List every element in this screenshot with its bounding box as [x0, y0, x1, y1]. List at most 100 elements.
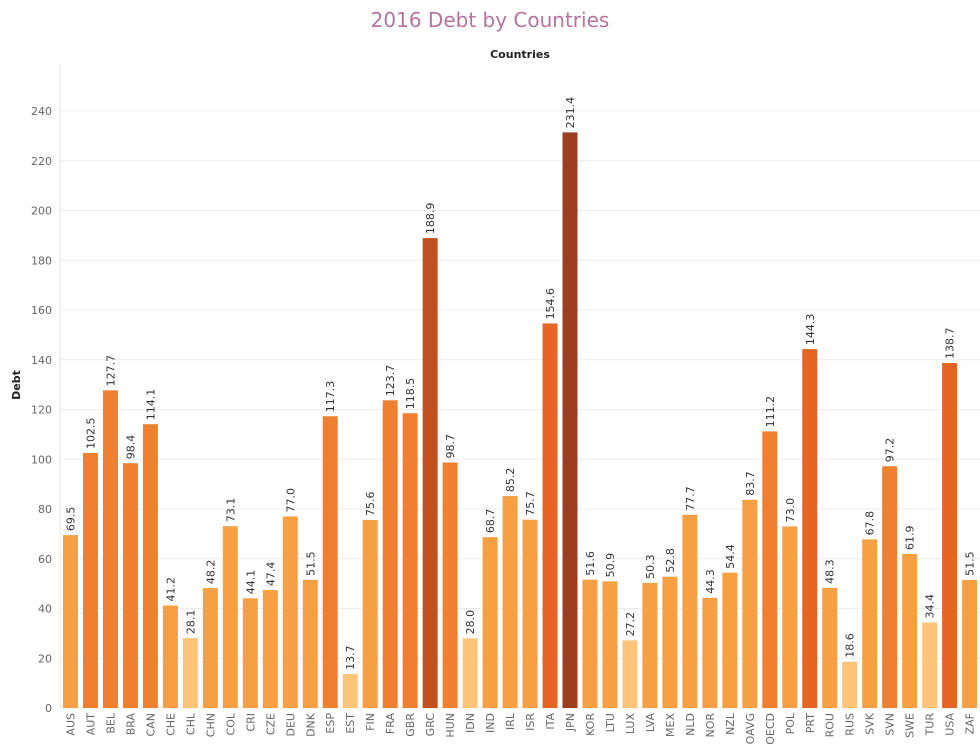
x-tick-label: LUX — [624, 713, 637, 735]
x-tick-label: AUT — [84, 713, 97, 736]
bar-usa — [942, 362, 958, 708]
bar-col — [222, 526, 238, 708]
y-axis-ticks: 0 20 40 60 80 100 120 140 160 180 200 220 240 — [31, 105, 52, 715]
data-label: 77.0 — [284, 488, 297, 513]
bar-rus — [842, 661, 858, 708]
x-tick-label: MEX — [664, 713, 677, 737]
x-tick-label: CAN — [144, 713, 157, 736]
x-tick-label: DEU — [284, 713, 297, 736]
bar-cze — [262, 590, 278, 708]
x-tick-label: ITA — [544, 713, 557, 730]
x-tick-label: RUS — [844, 713, 857, 736]
x-tick-label: ESP — [324, 713, 337, 734]
x-tick-label: IDN — [464, 713, 477, 733]
x-tick-label: FRA — [384, 713, 397, 735]
x-tick-label: USA — [944, 713, 957, 736]
data-label: 48.3 — [824, 559, 837, 584]
x-tick-label: IRL — [504, 712, 517, 730]
x-tick-label: GBR — [404, 713, 417, 737]
data-label: 77.7 — [684, 486, 697, 511]
data-label: 117.3 — [324, 381, 337, 413]
y-tick-label: 40 — [38, 603, 52, 616]
data-label: 98.7 — [444, 434, 457, 459]
data-label: 52.8 — [664, 548, 677, 573]
x-tick-label: IND — [484, 713, 497, 733]
bar-hun — [442, 462, 458, 708]
bar-che — [162, 605, 178, 708]
bar-fra — [382, 400, 398, 708]
data-label: 68.7 — [484, 509, 497, 533]
x-tick-label: JPN — [564, 713, 577, 732]
bar-idn — [462, 638, 478, 708]
x-tick-label: ZAF — [964, 713, 977, 734]
data-label: 50.3 — [644, 554, 657, 579]
x-tick-label: AUS — [65, 713, 78, 736]
y-tick-label: 240 — [31, 105, 52, 118]
x-tick-label: EST — [344, 713, 357, 734]
x-tick-label: BRA — [124, 713, 137, 736]
bar-irl — [502, 496, 518, 708]
x-axis-title: Countries — [490, 48, 550, 61]
data-label: 75.7 — [524, 491, 537, 516]
bar-ind — [482, 537, 498, 708]
data-label: 67.8 — [864, 511, 877, 536]
bar-lva — [642, 582, 658, 708]
data-label: 98.4 — [124, 435, 137, 460]
x-tick-label: GRC — [424, 713, 437, 737]
data-label: 51.5 — [304, 551, 317, 576]
y-axis-title: Debt — [10, 370, 23, 400]
data-label: 188.9 — [424, 203, 437, 235]
bars — [63, 132, 978, 708]
x-tick-label: OECD — [764, 713, 777, 745]
x-tick-label: PRT — [804, 713, 817, 733]
data-label: 51.6 — [584, 551, 597, 576]
data-label: 114.1 — [144, 389, 157, 421]
data-label: 69.5 — [65, 507, 78, 532]
y-tick-label: 220 — [31, 155, 52, 168]
data-label: 83.7 — [744, 471, 757, 496]
data-label: 97.2 — [884, 438, 897, 463]
x-tick-label: CZE — [264, 713, 277, 735]
grid-lines — [59, 64, 980, 709]
data-label: 111.2 — [764, 396, 777, 428]
bar-kor — [582, 579, 598, 708]
data-label: 44.1 — [244, 570, 257, 595]
x-axis-categories: AUS AUT BEL BRA CAN CHE CHL CHN COL CRI CZE DEU DNK E… — [65, 712, 977, 745]
x-tick-label: HUN — [444, 713, 457, 738]
data-label: 231.4 — [564, 97, 577, 129]
bar-grc — [422, 238, 438, 708]
x-tick-label: LVA — [644, 713, 657, 733]
chart-title: 2016 Debt by Countries — [370, 8, 610, 32]
data-label: 138.7 — [944, 327, 957, 359]
data-label: 44.3 — [704, 569, 717, 594]
x-tick-label: CHL — [184, 712, 197, 735]
bar-pol — [782, 526, 798, 708]
data-label: 54.4 — [724, 544, 737, 569]
bar-tur — [922, 622, 938, 708]
data-label: 144.3 — [804, 314, 817, 346]
x-tick-label: TUR — [924, 713, 937, 737]
bar-fin — [362, 519, 378, 708]
data-label: 61.9 — [904, 526, 917, 551]
data-label: 13.7 — [344, 645, 357, 670]
x-tick-label: ROU — [824, 713, 837, 737]
y-tick-label: 100 — [31, 453, 52, 466]
data-label: 50.9 — [604, 553, 617, 578]
bar-chl — [182, 638, 198, 708]
bar-nld — [682, 514, 698, 708]
bar-ita — [542, 323, 558, 708]
x-tick-label: LTU — [604, 713, 617, 732]
x-tick-label: POL — [784, 712, 797, 734]
data-label: 27.2 — [624, 612, 637, 637]
bar-dnk — [302, 579, 318, 708]
bar-lux — [622, 640, 638, 708]
y-tick-label: 200 — [31, 205, 52, 218]
bar-oecd — [762, 431, 778, 708]
bar-prt — [802, 349, 818, 708]
x-tick-label: CHN — [204, 713, 217, 737]
x-tick-label: SVK — [864, 712, 877, 735]
bar-gbr — [402, 413, 418, 708]
data-labels: 69.5 102.5 127.7 98.4 114.1 41.2 28.1 48.2 73.1 4… — [65, 97, 977, 670]
data-label: 34.4 — [924, 594, 937, 619]
